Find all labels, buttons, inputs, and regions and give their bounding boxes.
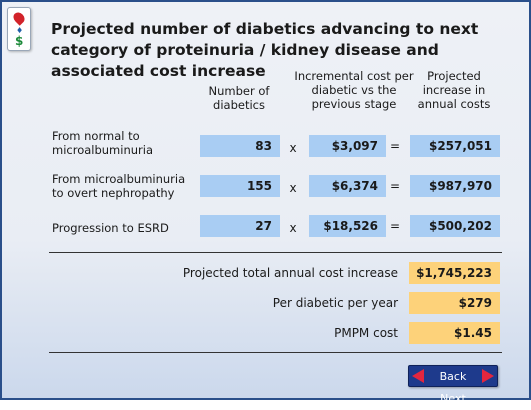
row-2-cost: $6,374 xyxy=(309,175,386,197)
logo-mid-icon: ♦ xyxy=(16,26,24,35)
row-3-total: $500,202 xyxy=(410,215,500,237)
next-arrow-icon xyxy=(482,369,494,383)
divider-top xyxy=(49,252,502,253)
logo: ♦ $ xyxy=(7,7,31,51)
blood-drop-icon xyxy=(11,10,27,26)
row-label-normal-to-micro: From normal to microalbuminuria xyxy=(52,129,154,157)
times-sign: x xyxy=(289,181,297,195)
summary-per-diabetic-value: $279 xyxy=(409,292,500,314)
next-label: Next xyxy=(440,392,466,405)
back-next-nav: Back Next xyxy=(408,365,498,405)
back-arrow-icon xyxy=(412,369,424,383)
row-1-count: 83 xyxy=(200,135,280,157)
column-header-projected: Projected increase in annual costs xyxy=(417,69,491,111)
equals-sign: = xyxy=(389,179,401,193)
row-2-count: 155 xyxy=(200,175,280,197)
equals-sign: = xyxy=(389,139,401,153)
times-sign: x xyxy=(289,141,297,155)
row-3-count: 27 xyxy=(200,215,280,237)
summary-pmpm-value: $1.45 xyxy=(409,322,500,344)
summary-total-label: Projected total annual cost increase xyxy=(182,266,398,280)
row-3-cost: $18,526 xyxy=(309,215,386,237)
summary-pmpm-label: PMPM cost xyxy=(334,326,398,340)
column-header-number: Number of diabetics xyxy=(208,84,270,112)
equals-sign: = xyxy=(389,219,401,233)
page-title: Projected number of diabetics advancing … xyxy=(51,20,479,80)
column-header-incremental: Incremental cost per diabetic vs the pre… xyxy=(294,69,414,111)
divider-bottom xyxy=(49,352,502,353)
back-button[interactable] xyxy=(409,366,454,388)
summary-per-diabetic-label: Per diabetic per year xyxy=(272,296,398,310)
row-label-micro-to-nephropathy: From microalbuminuria to overt nephropat… xyxy=(52,172,186,200)
next-button[interactable] xyxy=(452,366,497,388)
row-1-cost: $3,097 xyxy=(309,135,386,157)
row-label-progression-esrd: Progression to ESRD xyxy=(52,221,169,235)
dollar-icon: $ xyxy=(15,34,24,48)
row-2-total: $987,970 xyxy=(410,175,500,197)
times-sign: x xyxy=(289,221,297,235)
row-1-total: $257,051 xyxy=(410,135,500,157)
summary-total-value: $1,745,223 xyxy=(409,262,500,284)
back-label: Back xyxy=(439,370,467,383)
slide-frame: ♦ $ Projected number of diabetics advanc… xyxy=(0,0,531,400)
